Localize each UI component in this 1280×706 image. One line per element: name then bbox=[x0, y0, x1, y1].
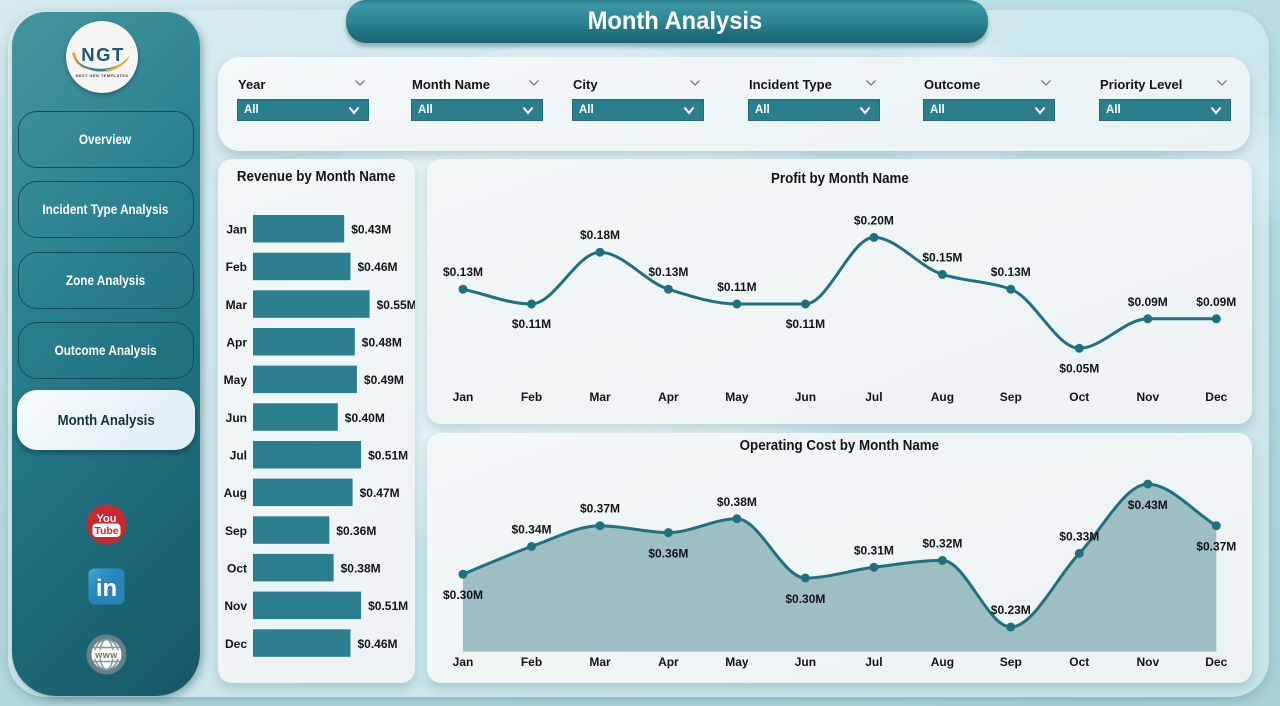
svg-text:Jun: Jun bbox=[795, 655, 816, 669]
svg-text:$0.47M: $0.47M bbox=[360, 486, 400, 500]
svg-text:Sep: Sep bbox=[1000, 655, 1022, 669]
svg-text:$0.18M: $0.18M bbox=[580, 228, 620, 242]
svg-text:$0.36M: $0.36M bbox=[336, 524, 376, 538]
svg-text:NGT: NGT bbox=[81, 44, 125, 65]
svg-text:Jul: Jul bbox=[865, 655, 882, 669]
svg-text:$0.49M: $0.49M bbox=[364, 373, 404, 387]
svg-text:www: www bbox=[94, 650, 118, 660]
svg-text:$0.30M: $0.30M bbox=[785, 592, 825, 606]
svg-text:Jun: Jun bbox=[226, 411, 247, 425]
svg-text:Apr: Apr bbox=[658, 655, 679, 669]
svg-text:Apr: Apr bbox=[658, 390, 679, 404]
svg-text:$0.32M: $0.32M bbox=[922, 536, 962, 550]
svg-text:$0.36M: $0.36M bbox=[648, 547, 688, 561]
svg-text:$0.20M: $0.20M bbox=[854, 213, 894, 227]
svg-text:$0.46M: $0.46M bbox=[358, 637, 398, 651]
svg-text:$0.55M: $0.55M bbox=[377, 298, 415, 312]
svg-text:$0.46M: $0.46M bbox=[358, 260, 398, 274]
svg-text:Feb: Feb bbox=[521, 390, 542, 404]
svg-text:$0.43M: $0.43M bbox=[1128, 498, 1168, 512]
svg-text:Aug: Aug bbox=[931, 390, 954, 404]
svg-text:$0.13M: $0.13M bbox=[648, 265, 688, 279]
svg-text:May: May bbox=[725, 655, 749, 669]
svg-text:Mar: Mar bbox=[589, 655, 611, 669]
svg-text:Oct: Oct bbox=[1069, 655, 1089, 669]
svg-text:$0.38M: $0.38M bbox=[717, 495, 757, 509]
svg-text:Apr: Apr bbox=[226, 336, 247, 350]
svg-text:$0.48M: $0.48M bbox=[362, 336, 402, 350]
svg-text:$0.11M: $0.11M bbox=[786, 317, 825, 331]
svg-text:Dec: Dec bbox=[1205, 655, 1227, 669]
svg-text:Jun: Jun bbox=[795, 390, 816, 404]
svg-text:$0.09M: $0.09M bbox=[1128, 295, 1168, 309]
svg-text:Aug: Aug bbox=[224, 486, 247, 500]
svg-text:NEXT GEN TEMPLATES: NEXT GEN TEMPLATES bbox=[76, 73, 129, 78]
svg-text:Mar: Mar bbox=[226, 298, 248, 312]
svg-text:Sep: Sep bbox=[1000, 390, 1022, 404]
svg-text:Mar: Mar bbox=[589, 390, 611, 404]
svg-text:Sep: Sep bbox=[225, 524, 247, 538]
svg-text:$0.05M: $0.05M bbox=[1059, 361, 1099, 375]
svg-text:Jul: Jul bbox=[865, 390, 882, 404]
svg-text:Nov: Nov bbox=[1136, 390, 1159, 404]
svg-text:$0.37M: $0.37M bbox=[580, 502, 620, 516]
svg-text:May: May bbox=[725, 390, 749, 404]
svg-text:$0.34M: $0.34M bbox=[511, 523, 551, 537]
svg-text:$0.30M: $0.30M bbox=[443, 588, 483, 602]
svg-text:Dec: Dec bbox=[225, 637, 247, 651]
svg-text:$0.31M: $0.31M bbox=[854, 543, 894, 557]
svg-text:$0.13M: $0.13M bbox=[991, 265, 1031, 279]
svg-text:$0.33M: $0.33M bbox=[1059, 529, 1099, 543]
svg-text:$0.09M: $0.09M bbox=[1196, 295, 1236, 309]
svg-text:You: You bbox=[96, 513, 116, 525]
svg-text:Jan: Jan bbox=[453, 655, 474, 669]
svg-text:Jan: Jan bbox=[453, 390, 474, 404]
svg-text:Nov: Nov bbox=[1136, 655, 1159, 669]
svg-text:in: in bbox=[95, 575, 116, 602]
svg-text:May: May bbox=[224, 373, 248, 387]
svg-text:$0.38M: $0.38M bbox=[341, 561, 381, 575]
svg-text:Dec: Dec bbox=[1205, 390, 1227, 404]
svg-text:$0.51M: $0.51M bbox=[368, 449, 408, 463]
svg-text:$0.15M: $0.15M bbox=[922, 250, 962, 264]
svg-text:$0.37M: $0.37M bbox=[1196, 540, 1236, 554]
svg-text:$0.43M: $0.43M bbox=[351, 223, 391, 237]
svg-text:$0.13M: $0.13M bbox=[443, 265, 483, 279]
svg-text:Oct: Oct bbox=[227, 561, 247, 575]
svg-text:$0.11M: $0.11M bbox=[512, 317, 551, 331]
svg-text:Feb: Feb bbox=[521, 655, 542, 669]
svg-text:Oct: Oct bbox=[1069, 390, 1089, 404]
svg-text:$0.51M: $0.51M bbox=[368, 599, 408, 613]
svg-text:$0.11M: $0.11M bbox=[717, 280, 756, 294]
svg-text:Feb: Feb bbox=[226, 260, 247, 274]
svg-text:Jan: Jan bbox=[226, 223, 247, 237]
svg-text:Aug: Aug bbox=[931, 655, 954, 669]
svg-text:$0.23M: $0.23M bbox=[991, 603, 1031, 617]
svg-text:$0.40M: $0.40M bbox=[345, 411, 385, 425]
svg-text:Nov: Nov bbox=[224, 599, 247, 613]
svg-text:Jul: Jul bbox=[230, 449, 247, 463]
svg-text:Tube: Tube bbox=[94, 525, 118, 537]
